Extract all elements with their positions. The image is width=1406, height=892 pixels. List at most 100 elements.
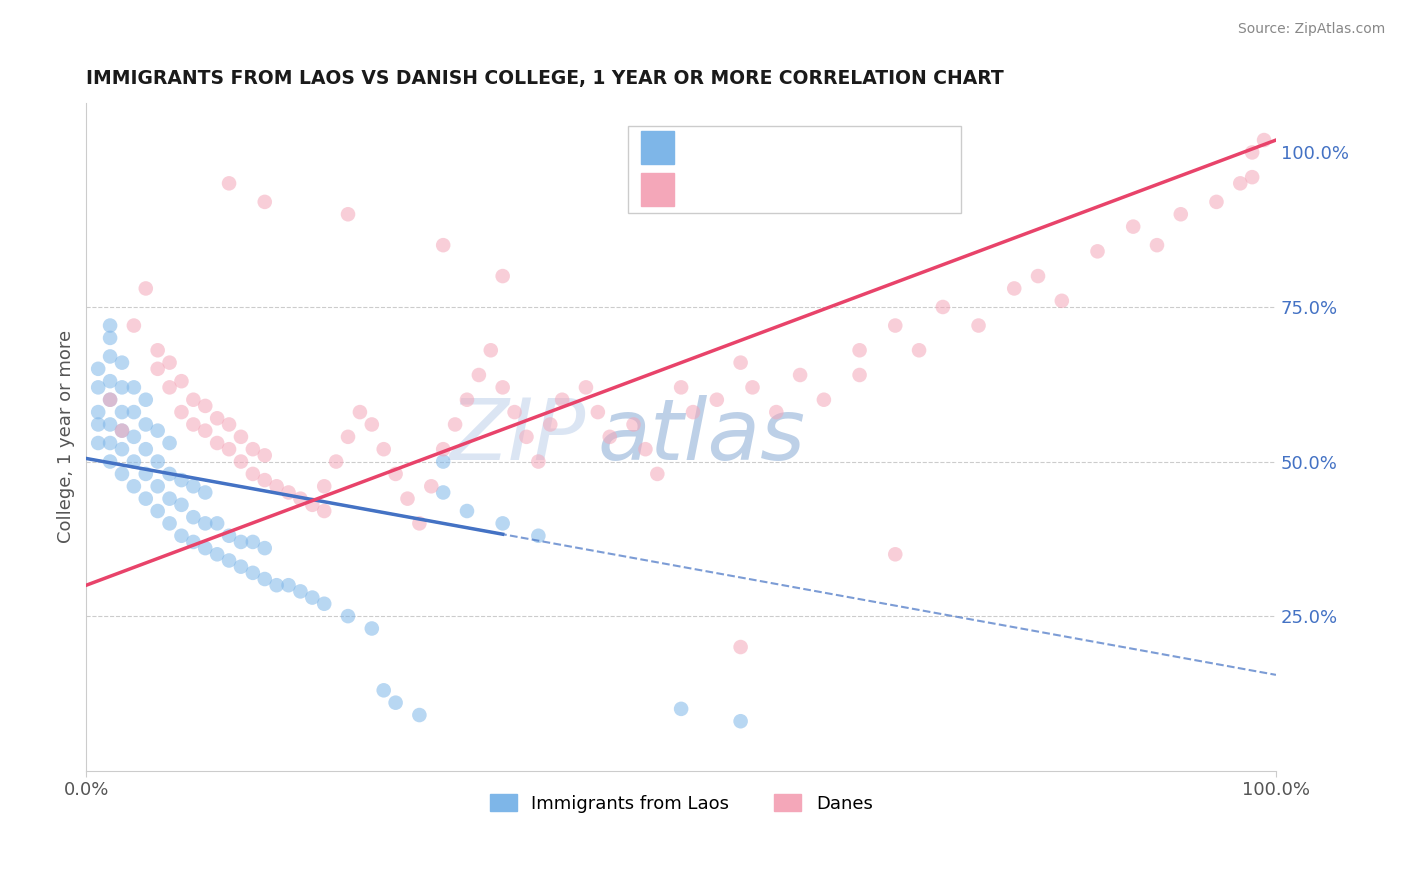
Point (183, 417, 205, 432)
Point (146, 424, 169, 438)
Point (218, 177, 240, 191)
Point (492, 269, 515, 284)
Point (242, 442, 264, 457)
Point (848, 343, 870, 358)
Point (111, 380, 134, 394)
Point (98, 392, 121, 407)
Point (98, 417, 121, 432)
Point (741, 380, 763, 394)
Point (253, 572, 276, 586)
Point (599, 430, 621, 444)
Point (98, 374, 121, 388)
Point (170, 374, 193, 388)
Point (1205, 194, 1227, 209)
Point (87, 405, 110, 419)
Point (314, 504, 336, 518)
Point (87, 361, 110, 376)
Point (146, 343, 169, 358)
Point (205, 411, 228, 425)
Point (266, 578, 288, 592)
Point (396, 491, 419, 506)
Point (253, 473, 276, 487)
Point (432, 485, 454, 500)
Point (337, 609, 360, 624)
Point (194, 424, 217, 438)
Point (159, 467, 181, 481)
Point (527, 454, 550, 468)
Point (848, 368, 870, 382)
Point (1229, 177, 1251, 191)
Point (706, 392, 728, 407)
Point (122, 454, 145, 468)
Point (253, 194, 276, 209)
Point (1253, 133, 1275, 147)
Point (98, 454, 121, 468)
Point (373, 683, 395, 698)
Point (218, 442, 240, 457)
Point (111, 405, 134, 419)
Point (242, 566, 264, 580)
Point (229, 430, 252, 444)
Point (575, 380, 598, 394)
Point (647, 467, 669, 481)
Point (408, 708, 430, 723)
Point (479, 343, 502, 358)
Point (111, 442, 134, 457)
Point (135, 467, 157, 481)
Point (98, 318, 121, 333)
Point (98, 331, 121, 345)
Text: ZIP: ZIP (450, 395, 586, 478)
Point (194, 485, 217, 500)
Point (290, 584, 312, 599)
Point (669, 702, 692, 716)
Point (159, 516, 181, 531)
Point (932, 300, 955, 314)
Point (682, 405, 704, 419)
Point (1146, 238, 1168, 252)
Point (967, 318, 990, 333)
Point (277, 485, 299, 500)
Point (314, 479, 336, 493)
Point (277, 578, 299, 592)
Point (290, 491, 312, 506)
Point (146, 361, 169, 376)
Point (183, 479, 205, 493)
Point (765, 405, 787, 419)
Point (384, 696, 406, 710)
Point (789, 368, 811, 382)
Point (1026, 269, 1049, 284)
Point (444, 417, 467, 432)
Point (515, 430, 537, 444)
Point (1241, 170, 1264, 185)
Point (122, 479, 145, 493)
Point (135, 392, 157, 407)
Point (253, 541, 276, 555)
Point (146, 479, 169, 493)
Point (669, 380, 692, 394)
Point (456, 392, 478, 407)
Point (170, 529, 193, 543)
Point (183, 392, 205, 407)
Point (420, 479, 443, 493)
Point (229, 535, 252, 549)
Point (301, 498, 323, 512)
Point (194, 541, 217, 555)
Point (432, 442, 454, 457)
Point (301, 591, 323, 605)
Point (229, 559, 252, 574)
Point (205, 516, 228, 531)
Point (170, 473, 193, 487)
Point (1050, 293, 1073, 308)
Point (538, 417, 561, 432)
Point (170, 405, 193, 419)
Point (135, 491, 157, 506)
Point (111, 424, 134, 438)
Legend: Immigrants from Laos, Danes: Immigrants from Laos, Danes (481, 786, 882, 822)
Point (813, 392, 835, 407)
Point (730, 356, 752, 370)
Point (1122, 219, 1144, 234)
Point (122, 380, 145, 394)
Point (408, 516, 430, 531)
Point (146, 454, 169, 468)
Point (159, 380, 181, 394)
